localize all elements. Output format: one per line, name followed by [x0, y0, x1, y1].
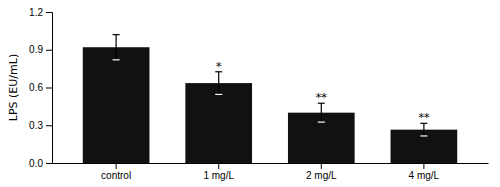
- x-tick: 2 mg/L: [306, 163, 337, 181]
- error-bar-stem: [116, 35, 117, 60]
- y-tick-label: 0.3: [29, 120, 43, 131]
- x-tick-label: 4 mg/L: [409, 170, 440, 181]
- error-bar: [113, 35, 120, 60]
- error-bar-cap: [113, 59, 120, 60]
- x-tick: 4 mg/L: [409, 163, 440, 181]
- x-tick-mark: [218, 163, 219, 169]
- x-axis-line: [53, 163, 489, 164]
- y-tick: 1.2: [29, 7, 52, 18]
- error-bar-stem: [423, 123, 424, 136]
- y-tick-label: 0.9: [29, 44, 43, 55]
- marks: [83, 35, 457, 163]
- error-bar-stem: [218, 72, 219, 95]
- annotations: *****: [216, 60, 430, 125]
- chart: *****control1 mg/L2 mg/L4 mg/L0.00.30.60…: [0, 0, 500, 187]
- error-bar: [420, 123, 427, 136]
- y-tick-label: 1.2: [29, 7, 43, 18]
- x-axis: control 1 mg/L 2 mg/L 4 mg/L: [53, 163, 489, 181]
- error-bar: [318, 103, 325, 122]
- x-tick-label: 1 mg/L: [203, 170, 234, 181]
- error-bar-cap: [420, 135, 427, 136]
- y-tick: 0.6: [29, 82, 52, 93]
- error-bar-cap: [215, 94, 222, 95]
- error-bar-cap: [113, 34, 120, 35]
- y-tick-mark: [46, 12, 52, 13]
- x-tick: 1 mg/L: [203, 163, 234, 181]
- error-bar-stem: [321, 103, 322, 122]
- y-tick-label: 0.6: [29, 82, 43, 93]
- bar: [185, 83, 252, 163]
- error-bar: [215, 72, 222, 95]
- y-axis: 0.0 0.3 0.6 0.9 1.2: [29, 7, 52, 169]
- y-tick: 0.9: [29, 44, 52, 55]
- plot: *****control1 mg/L2 mg/L4 mg/L0.00.30.60…: [29, 7, 488, 181]
- x-tick-mark: [321, 163, 322, 169]
- significance-label: **: [418, 111, 430, 124]
- y-tick-mark: [46, 163, 52, 164]
- y-tick: 0.0: [29, 158, 52, 169]
- error-bar-cap: [318, 122, 325, 123]
- x-tick-mark: [423, 163, 424, 169]
- y-tick-mark: [46, 125, 52, 126]
- y-axis-title: LPS (EU/mL): [7, 54, 20, 121]
- y-tick-mark: [46, 50, 52, 51]
- x-tick-label: control: [101, 170, 131, 181]
- y-axis-line: [46, 13, 53, 164]
- significance-label: **: [316, 91, 328, 104]
- bar: [83, 47, 150, 163]
- significance-label: *: [216, 60, 222, 73]
- y-tick-label: 0.0: [29, 158, 43, 169]
- x-tick: control: [101, 163, 131, 181]
- y-tick: 0.3: [29, 120, 52, 131]
- x-tick-mark: [116, 163, 117, 169]
- x-tick-label: 2 mg/L: [306, 170, 337, 181]
- y-tick-mark: [46, 88, 52, 89]
